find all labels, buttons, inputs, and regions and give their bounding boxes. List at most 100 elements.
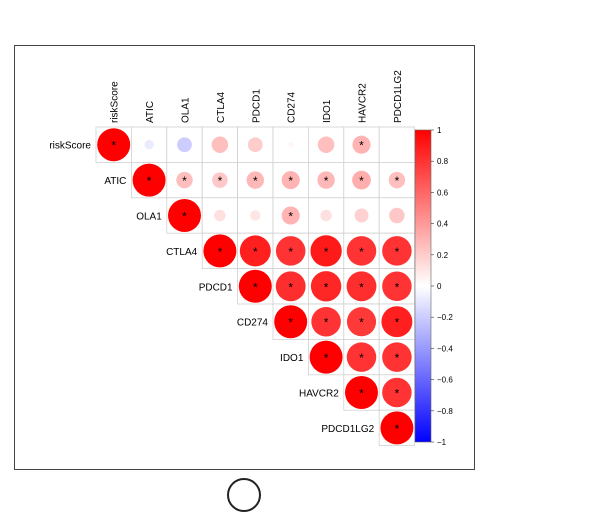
sig-star-CTLA4-PDCD1LG2: * [395,245,400,259]
col-label-PDCD1: PDCD1 [251,89,262,123]
corr-circle-OLA1-HAVCR2 [354,208,369,223]
corr-circle-OLA1-CD274 [281,206,300,225]
colorbar-tick-label: −0.8 [437,407,453,416]
colorbar-tick-label: −0.6 [437,376,453,385]
row-label-ATIC: ATIC [104,176,126,187]
row-label-riskScore: riskScore [49,141,91,152]
sig-star-IDO1-IDO1: * [324,351,329,365]
corr-circle-CTLA4-PDCD1 [239,235,271,267]
corr-circle-ATIC-OLA1 [176,171,193,189]
col-label-HAVCR2: HAVCR2 [358,83,369,123]
corr-circle-riskScore-IDO1 [317,136,335,153]
corr-circle-HAVCR2-PDCD1LG2 [382,377,412,408]
sig-star-OLA1-CD274: * [288,210,293,224]
corr-circle-PDCD1-PDCD1LG2 [382,271,412,302]
colorbar-tick-label: −1 [437,438,447,447]
sig-star-CD274-HAVCR2: * [359,316,364,330]
corr-circle-riskScore-OLA1 [177,137,192,153]
corr-circle-CTLA4-CD274 [275,236,306,266]
row-label-HAVCR2: HAVCR2 [299,389,339,400]
corr-circle-IDO1-IDO1 [309,340,343,374]
sig-star-CTLA4-PDCD1: * [253,245,258,259]
corr-circle-OLA1-PDCD1LG2 [389,207,405,224]
corr-circle-riskScore-PDCD1LG2 [396,144,398,146]
sig-star-PDCD1-PDCD1LG2: * [395,280,400,294]
row-label-CTLA4: CTLA4 [166,247,198,258]
corr-circle-ATIC-IDO1 [317,171,335,189]
col-label-riskScore: riskScore [110,81,121,123]
col-label-PDCD1LG2: PDCD1LG2 [393,70,404,123]
row-label-PDCD1: PDCD1 [199,282,233,293]
corr-circle-riskScore-PDCD1 [247,137,263,153]
sig-star-CTLA4-CD274: * [288,245,293,259]
sig-star-ATIC-PDCD1: * [253,174,258,188]
corr-circle-riskScore-HAVCR2 [352,135,371,154]
figure-frame: * * * * * * * * * * * * * * * * * * * * * * * * * * * * * * * * * riskSc… [14,45,475,470]
corr-circle-CTLA4-PDCD1LG2 [382,236,412,266]
corr-circle-PDCD1-PDCD1 [238,269,272,303]
sig-star-CD274-CD274: * [288,316,293,330]
partial-circle-glyph [227,478,261,512]
corr-circle-CD274-PDCD1LG2 [381,306,413,338]
row-label-OLA1: OLA1 [136,212,162,223]
correlation-plot: * * * * * * * * * * * * * * * * * * * * * * * * * * * * * * * * * riskSc… [49,70,453,447]
col-label-OLA1: OLA1 [181,97,192,123]
sig-star-riskScore-HAVCR2: * [359,139,364,153]
sig-star-riskScore-riskScore: * [111,139,116,153]
sig-star-ATIC-IDO1: * [324,174,329,188]
colorbar-gradient [414,129,432,443]
sig-star-ATIC-HAVCR2: * [359,174,364,188]
row-label-CD274: CD274 [237,318,269,329]
sig-star-ATIC-CD274: * [288,174,293,188]
sig-star-CTLA4-IDO1: * [324,245,329,259]
corr-circle-HAVCR2-HAVCR2 [345,376,378,409]
corr-circle-OLA1-IDO1 [320,209,332,222]
colorbar-tick-label: 1 [437,126,442,135]
sig-star-PDCD1-PDCD1: * [253,280,258,294]
row-label-IDO1: IDO1 [280,353,304,364]
sig-star-ATIC-OLA1: * [182,174,187,188]
corr-circle-OLA1-OLA1 [168,199,201,232]
sig-star-HAVCR2-PDCD1LG2: * [395,387,400,401]
colorbar-tick-label: −0.4 [437,344,453,353]
corr-circle-ATIC-CD274 [281,171,300,190]
sig-star-ATIC-PDCD1LG2: * [395,174,400,188]
corr-circle-riskScore-CTLA4 [211,136,229,153]
corr-circle-ATIC-HAVCR2 [352,170,371,190]
colorbar-tick-label: 0.6 [437,188,449,197]
corr-circle-riskScore-riskScore [97,128,131,162]
sig-star-PDCD1-IDO1: * [324,280,329,294]
sig-star-PDCD1LG2-PDCD1LG2: * [395,422,400,436]
colorbar-tick-label: 0.8 [437,157,449,166]
row-label-PDCD1LG2: PDCD1LG2 [321,424,374,435]
colorbar: 1 0.8 0.6 0.4 0.2 0 −0.2 −0.4 −0.6 −0.8 −1 [414,126,453,447]
sig-star-OLA1-OLA1: * [182,210,187,224]
labels-layer: riskScore ATIC OLA1 CTLA4 PDCD1 CD274 IDO1 HAVC… [49,70,404,435]
sig-star-PDCD1-HAVCR2: * [359,280,364,294]
corr-circle-riskScore-CD274 [287,141,294,148]
corr-circle-PDCD1-IDO1 [310,271,342,302]
corr-circle-riskScore-ATIC [144,140,154,150]
sig-star-ATIC-CTLA4: * [218,174,223,188]
sig-star-CD274-IDO1: * [324,316,329,330]
colorbar-tick-label: 0.4 [437,220,449,229]
sig-star-HAVCR2-HAVCR2: * [359,387,364,401]
colorbar-tick-label: 0 [437,282,442,291]
corr-circle-ATIC-PDCD1 [246,171,265,189]
corr-circle-OLA1-CTLA4 [214,209,226,222]
corr-circle-ATIC-ATIC [132,163,166,197]
corr-circle-OLA1-PDCD1 [250,210,261,221]
corr-circle-IDO1-HAVCR2 [346,342,377,372]
corr-circle-PDCD1-HAVCR2 [346,271,377,302]
corr-circle-CD274-CD274 [274,305,308,339]
corr-circle-CD274-IDO1 [311,306,341,337]
col-label-CD274: CD274 [287,91,298,123]
cells-layer: * * * * * * * * * * * * * * * * * * * * * * * * * * * * * * * * * [95,126,416,447]
corr-circle-CTLA4-CTLA4 [203,234,237,268]
sig-star-CTLA4-HAVCR2: * [359,245,364,259]
corr-circle-ATIC-PDCD1LG2 [388,171,406,189]
corr-circle-CTLA4-HAVCR2 [346,236,377,266]
sig-star-IDO1-HAVCR2: * [359,351,364,365]
corr-circle-PDCD1-CD274 [275,271,306,302]
col-label-ATIC: ATIC [145,101,156,123]
